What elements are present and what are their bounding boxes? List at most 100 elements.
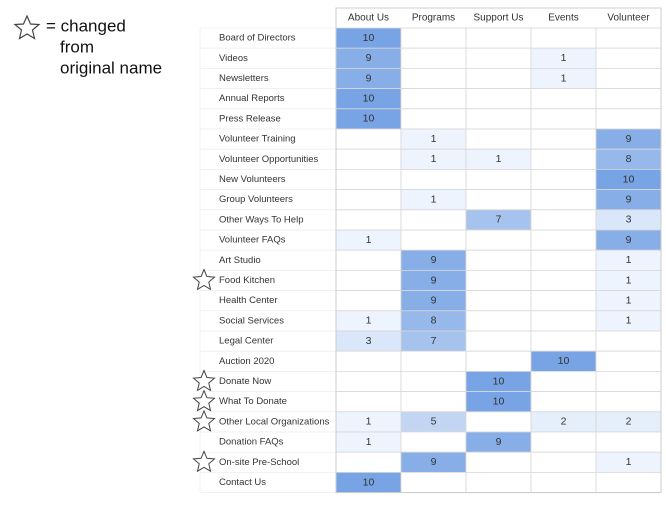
row-label: Social Services — [219, 315, 284, 326]
cell — [465, 88, 532, 110]
cell — [530, 330, 597, 352]
cell — [400, 209, 467, 231]
row-label: Auction 2020 — [219, 356, 274, 367]
cell — [465, 451, 532, 473]
row-label: On-site Pre-School — [219, 457, 299, 468]
cell — [400, 229, 467, 251]
cell-value: 9 — [366, 72, 372, 84]
row-label: Legal Center — [219, 336, 273, 347]
cell-value: 9 — [626, 133, 632, 145]
cell — [335, 269, 402, 291]
cell — [335, 370, 402, 392]
column-header: Events — [548, 13, 579, 24]
legend-star — [13, 14, 41, 40]
cell-value: 1 — [366, 315, 372, 327]
cell-value: 10 — [623, 173, 635, 185]
cell-value: 3 — [366, 335, 372, 347]
cell — [335, 249, 402, 271]
row-label: Other Ways To Help — [219, 214, 303, 225]
cell — [465, 68, 532, 90]
row-label: Donate Now — [219, 376, 271, 387]
cell — [465, 290, 532, 312]
cell — [530, 168, 597, 190]
cell — [335, 209, 402, 231]
cell — [530, 431, 597, 453]
cell — [595, 471, 662, 493]
row-label: Board of Directors — [219, 33, 296, 44]
cell — [530, 189, 597, 211]
cell-value: 1 — [496, 153, 502, 165]
cell — [530, 148, 597, 170]
cell-value: 1 — [626, 254, 632, 266]
cell-value: 1 — [431, 153, 437, 165]
cell — [465, 330, 532, 352]
cell-value: 10 — [363, 92, 375, 104]
row-label: Volunteer FAQs — [219, 235, 286, 246]
row-label: Other Local Organizations — [219, 416, 330, 427]
cell — [530, 310, 597, 332]
changed-star — [192, 409, 216, 432]
cell — [400, 350, 467, 372]
legend-text: from — [60, 37, 94, 56]
cell-value: 3 — [626, 214, 632, 226]
cell — [530, 391, 597, 413]
cell — [465, 27, 532, 49]
changed-star — [192, 369, 216, 392]
cell — [465, 168, 532, 190]
cell — [530, 290, 597, 312]
cell-value: 2 — [626, 416, 632, 428]
cell-value: 8 — [626, 153, 632, 165]
changed-star — [192, 268, 216, 291]
cell — [465, 471, 532, 493]
cell — [530, 370, 597, 392]
cell — [400, 471, 467, 493]
row-label: Contact Us — [219, 477, 266, 488]
row-label: New Volunteers — [219, 174, 286, 185]
cell — [400, 88, 467, 110]
cell — [595, 108, 662, 130]
cell — [465, 229, 532, 251]
cell-value: 10 — [493, 395, 505, 407]
row-label: Videos — [219, 53, 248, 64]
cell-value: 1 — [626, 315, 632, 327]
cell — [595, 431, 662, 453]
cell — [335, 168, 402, 190]
cell — [595, 330, 662, 352]
cell — [595, 47, 662, 69]
cell — [335, 451, 402, 473]
cell — [595, 391, 662, 413]
cell-value: 1 — [366, 416, 372, 428]
table-border — [335, 7, 662, 494]
cell — [400, 108, 467, 130]
cell — [530, 128, 597, 150]
row-label: Art Studio — [219, 255, 261, 266]
cell — [400, 68, 467, 90]
cell — [400, 168, 467, 190]
changed-star — [192, 389, 216, 412]
cell-value: 1 — [431, 193, 437, 205]
cell — [400, 431, 467, 453]
cell-value: 10 — [363, 476, 375, 488]
cell-value: 1 — [561, 72, 567, 84]
cell — [595, 350, 662, 372]
cell — [530, 229, 597, 251]
cell — [335, 189, 402, 211]
cell-value: 1 — [626, 294, 632, 306]
row-label: Volunteer Training — [219, 134, 296, 145]
legend-text: = changed — [46, 16, 126, 35]
cell — [335, 128, 402, 150]
cell-value: 1 — [561, 52, 567, 64]
row-label: Donation FAQs — [219, 437, 284, 448]
cell-value: 5 — [431, 416, 437, 428]
cell — [530, 249, 597, 271]
row-label: Food Kitchen — [219, 275, 275, 286]
column-header: About Us — [348, 13, 389, 24]
row-label: Group Volunteers — [219, 194, 293, 205]
cell-value: 7 — [496, 214, 502, 226]
cell — [465, 108, 532, 130]
cell — [465, 310, 532, 332]
cell — [465, 47, 532, 69]
cell — [465, 350, 532, 372]
cell-value: 9 — [431, 274, 437, 286]
cell-value: 1 — [366, 436, 372, 448]
